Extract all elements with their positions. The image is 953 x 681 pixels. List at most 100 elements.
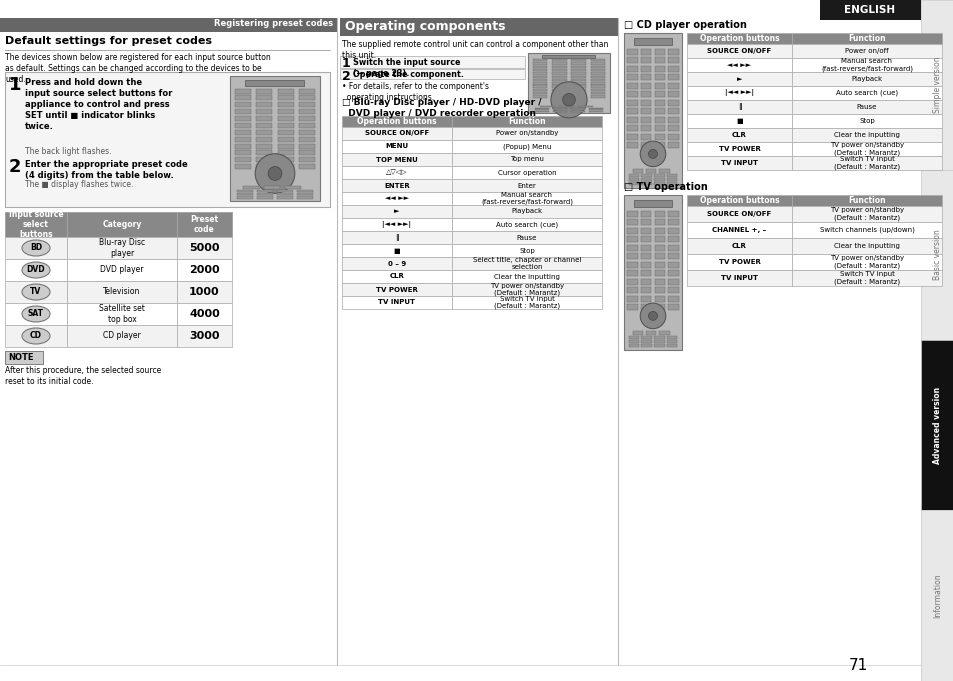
Bar <box>668 74 678 80</box>
Bar <box>626 48 637 54</box>
Bar <box>452 179 601 192</box>
Text: Top menu: Top menu <box>510 157 543 163</box>
Bar <box>67 259 177 281</box>
Bar <box>686 156 791 170</box>
Bar <box>452 270 601 283</box>
Bar <box>791 206 941 222</box>
Bar <box>626 74 637 80</box>
Circle shape <box>562 93 575 106</box>
Text: Press and hold down the
input source select buttons for
appliance to control and: Press and hold down the input source sel… <box>25 78 172 131</box>
Bar <box>571 79 585 81</box>
Text: Function: Function <box>847 34 885 43</box>
Bar <box>654 340 664 343</box>
Bar <box>571 69 585 72</box>
Bar <box>298 123 314 128</box>
Bar <box>628 344 639 347</box>
Text: Input source
select
buttons: Input source select buttons <box>9 210 63 240</box>
Text: ‖: ‖ <box>395 234 398 241</box>
Bar <box>920 0 953 170</box>
Text: The supplied remote control unit can control a component other than
this unit.: The supplied remote control unit can con… <box>341 40 608 60</box>
Bar <box>67 237 177 259</box>
Bar <box>791 156 941 170</box>
Bar <box>686 254 791 270</box>
Bar <box>920 510 953 681</box>
Bar <box>277 164 294 169</box>
Bar <box>654 287 664 294</box>
Bar <box>686 195 791 206</box>
Bar <box>452 231 601 244</box>
Bar <box>298 130 314 135</box>
Bar <box>668 116 678 123</box>
Bar <box>640 74 651 80</box>
Bar <box>298 102 314 107</box>
Text: SOURCE ON/OFF: SOURCE ON/OFF <box>706 211 771 217</box>
Bar <box>67 303 177 325</box>
Bar <box>791 254 941 270</box>
Text: Power on/off: Power on/off <box>844 48 888 54</box>
Text: The devices shown below are registered for each input source button
as default. : The devices shown below are registered f… <box>5 53 271 84</box>
Text: TV INPUT: TV INPUT <box>720 160 758 166</box>
Text: ►: ► <box>736 76 741 82</box>
Text: Operating components: Operating components <box>345 20 505 33</box>
Bar <box>298 116 314 121</box>
Text: DVD: DVD <box>27 266 45 274</box>
Bar <box>588 108 603 109</box>
Bar <box>339 56 524 68</box>
Bar <box>626 65 637 72</box>
Bar <box>686 128 791 142</box>
Bar <box>571 82 585 84</box>
Bar <box>234 157 251 162</box>
Bar <box>626 287 637 294</box>
Bar <box>666 336 677 339</box>
Bar <box>590 59 605 61</box>
Bar <box>298 164 314 169</box>
Text: CD: CD <box>30 332 42 340</box>
Bar <box>640 244 651 251</box>
Bar <box>654 262 664 268</box>
Bar <box>668 227 678 234</box>
Bar <box>452 296 601 309</box>
Text: ‖: ‖ <box>737 104 740 110</box>
Bar <box>645 170 656 173</box>
Text: 1: 1 <box>341 57 351 70</box>
Bar <box>552 109 567 110</box>
Bar <box>590 72 605 75</box>
Text: ◄◄ ►►: ◄◄ ►► <box>727 62 751 68</box>
Bar <box>590 65 605 68</box>
Bar <box>234 102 251 107</box>
Bar <box>339 18 618 36</box>
Bar <box>571 92 585 95</box>
Bar <box>452 218 601 231</box>
Bar <box>571 89 585 91</box>
Text: 5000: 5000 <box>189 243 219 253</box>
Bar <box>590 95 605 97</box>
Bar <box>341 270 452 283</box>
Text: TV POWER: TV POWER <box>718 259 760 265</box>
Bar <box>668 108 678 114</box>
Bar <box>277 89 294 93</box>
Bar <box>668 279 678 285</box>
Bar <box>626 296 637 302</box>
Bar <box>640 91 651 97</box>
Text: 4000: 4000 <box>189 309 219 319</box>
Bar <box>552 76 566 78</box>
Text: □ TV operation: □ TV operation <box>623 182 707 192</box>
Ellipse shape <box>22 284 50 300</box>
Bar <box>570 109 585 110</box>
Bar <box>256 137 273 142</box>
Bar <box>626 57 637 63</box>
Bar <box>640 108 651 114</box>
Bar <box>640 253 651 259</box>
Bar <box>666 340 677 343</box>
Bar <box>640 125 651 131</box>
Text: ◄◄ ►►: ◄◄ ►► <box>385 195 409 202</box>
Bar <box>654 57 664 63</box>
Bar <box>686 114 791 128</box>
Bar <box>654 227 664 234</box>
Bar <box>452 116 601 127</box>
Bar <box>552 79 566 81</box>
Text: TV INPUT: TV INPUT <box>378 300 416 306</box>
Bar <box>791 33 941 44</box>
Bar <box>571 95 585 97</box>
Bar <box>234 144 251 148</box>
